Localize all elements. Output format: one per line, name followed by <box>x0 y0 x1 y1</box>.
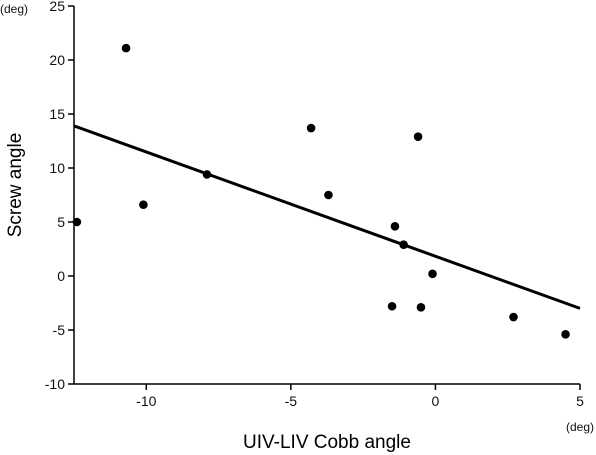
data-point <box>390 222 400 231</box>
y-tick-label: 20 <box>49 52 65 68</box>
data-point <box>306 123 316 133</box>
y-tick-label: -5 <box>53 322 66 338</box>
ticks: -10 -5 0 5 10 15 20 25 -10 -5 0 5 <box>45 0 584 409</box>
y-tick-label: 15 <box>49 106 65 122</box>
y-tick-label: 25 <box>49 0 65 14</box>
data-point <box>416 303 426 312</box>
x-tick-label: -5 <box>285 393 298 409</box>
data-point <box>387 301 397 311</box>
data-point <box>324 190 333 200</box>
data-point <box>428 269 437 279</box>
x-tick-label: 0 <box>432 393 440 409</box>
data-point <box>399 240 408 249</box>
y-axis-unit: (deg) <box>0 2 28 16</box>
y-tick-label: 10 <box>49 160 65 176</box>
regression-line <box>73 124 581 310</box>
data-point <box>72 217 82 227</box>
y-tick-label: -10 <box>45 376 65 392</box>
data-point <box>121 43 131 53</box>
data-point <box>139 200 148 210</box>
data-point <box>561 330 570 339</box>
x-tick-label: 5 <box>576 393 584 409</box>
x-axis-title: UIV-LIV Cobb angle <box>243 432 411 453</box>
axes <box>73 6 580 385</box>
y-tick-label: 0 <box>57 268 65 284</box>
y-tick-label: 5 <box>57 214 65 230</box>
data-point <box>413 132 423 141</box>
data-point <box>202 170 212 179</box>
x-axis-unit: (deg) <box>566 420 594 434</box>
x-tick-label: -10 <box>136 393 156 409</box>
data-point <box>509 312 518 322</box>
data-points <box>72 43 570 339</box>
y-axis-title: Screw angle <box>5 133 26 238</box>
